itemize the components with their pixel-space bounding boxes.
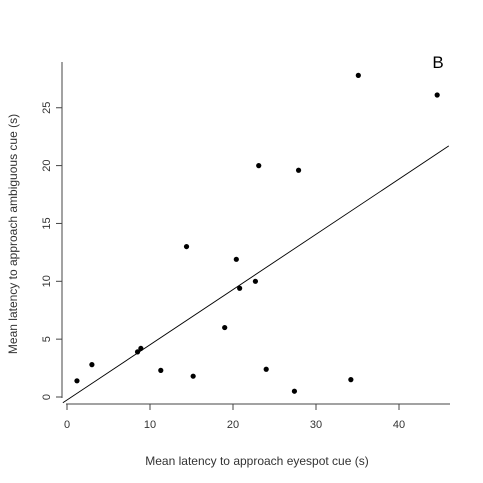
y-axis-ticks: 0 5 10 15 20 25 [41,102,62,400]
y-axis-label: Mean latency to approach ambiguous cue (… [6,114,20,354]
data-point [295,167,302,173]
data-point [256,163,262,169]
x-tick-label: 10 [144,419,156,431]
x-tick-label: 20 [227,419,239,431]
data-point [183,243,190,250]
y-tick-label: 15 [41,217,53,229]
data-point [134,349,141,355]
data-point [434,92,440,98]
x-tick-label: 40 [393,419,405,431]
data-point [190,373,196,379]
data-point [263,366,269,372]
data-point [233,256,239,262]
data-point [237,285,243,291]
data-point [222,324,228,331]
data-point [348,377,354,383]
y-tick-label: 25 [41,102,53,114]
panel-label: B [432,53,443,72]
x-tick-label: 0 [64,419,70,431]
data-point [89,362,95,368]
x-tick-label: 30 [310,419,322,431]
x-axis-ticks: 0 10 20 30 40 [64,404,405,431]
regression-line [62,145,450,404]
data-point [291,388,298,394]
data-points [74,72,440,394]
plot-area: 0 5 10 15 20 25 0 10 20 30 40 [41,62,450,431]
data-point [138,345,144,352]
data-point [252,278,259,284]
data-point [158,367,164,373]
y-tick-label: 20 [41,159,53,171]
data-point [355,72,361,78]
y-tick-label: 10 [41,275,53,287]
y-tick-label: 0 [41,394,53,400]
data-point [74,378,80,384]
x-axis-label: Mean latency to approach eyespot cue (s) [145,454,368,468]
y-tick-label: 5 [41,336,53,342]
